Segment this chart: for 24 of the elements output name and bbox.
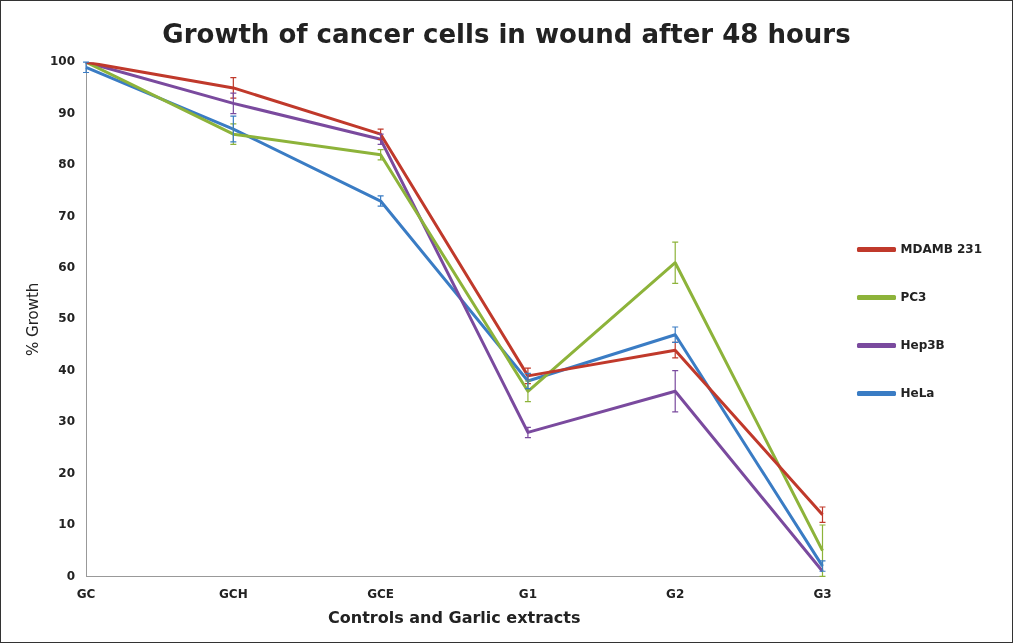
y-tick-label: 30 — [58, 414, 76, 429]
y-tick-label: 80 — [58, 157, 76, 172]
x-tick-label: G3 — [813, 586, 832, 601]
legend-label: Hep3B — [900, 337, 945, 352]
y-tick-label: 90 — [58, 105, 76, 120]
x-tick-label: G2 — [666, 586, 685, 601]
y-tick-label: 20 — [58, 465, 76, 480]
y-tick-label: 40 — [58, 362, 76, 377]
x-axis-title: Controls and Garlic extracts — [328, 607, 581, 627]
x-tick-label: GCE — [367, 586, 395, 601]
y-tick-label: 0 — [66, 568, 76, 583]
legend-label: PC3 — [900, 289, 927, 304]
y-tick-label: 60 — [58, 260, 76, 275]
y-tick-label: 70 — [58, 208, 76, 223]
legend-label: MDAMB 231 — [900, 241, 983, 256]
x-tick-label: GCH — [218, 586, 248, 601]
y-axis-title: % Growth — [23, 282, 42, 356]
x-tick-label: GC — [76, 586, 96, 601]
y-tick-label: 100 — [49, 54, 76, 69]
y-tick-label: 50 — [58, 311, 76, 326]
chart-title: Growth of cancer cells in wound after 48 hours — [162, 19, 851, 50]
x-tick-label: G1 — [518, 586, 538, 601]
y-tick-label: 10 — [58, 517, 76, 532]
legend-label: HeLa — [900, 385, 935, 400]
